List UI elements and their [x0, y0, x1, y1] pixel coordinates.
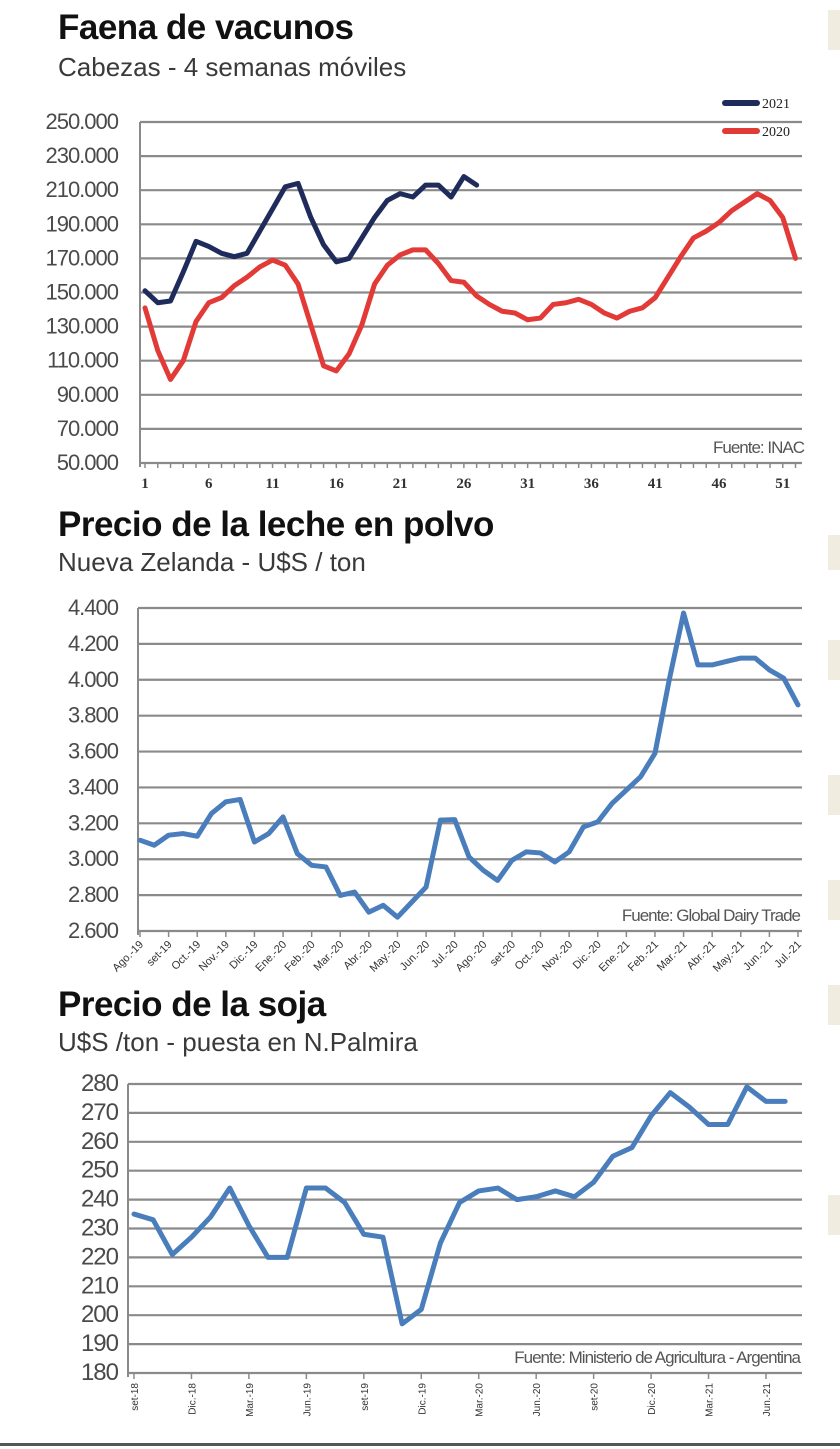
y-tick-label: 50.000 — [57, 450, 119, 475]
x-tick-label: Nov.-20 — [540, 939, 575, 974]
x-tick-label: Jun.-20 — [398, 939, 432, 973]
x-tick-label: Dic.-18 — [187, 1383, 198, 1415]
x-tick-label: set-19 — [360, 1383, 371, 1411]
chart1-title: Faena de vacunos — [58, 8, 354, 47]
y-tick-label: 3.200 — [68, 810, 119, 835]
x-tick-label: Ene.-21 — [597, 939, 633, 975]
y-tick-label: 110.000 — [47, 348, 119, 373]
y-tick-label: 230 — [81, 1215, 119, 1242]
y-tick-label: 150.000 — [45, 280, 118, 305]
x-tick-label: Ene.-20 — [253, 939, 289, 975]
x-tick-label: Mar.-20 — [475, 1383, 486, 1417]
series-line-2021 — [142, 174, 480, 306]
y-tick-label: 210.000 — [45, 177, 118, 202]
x-tick-label: Mar.-20 — [312, 939, 347, 974]
x-tick-label: Mar.-21 — [705, 1383, 716, 1417]
x-tick-label: 41 — [648, 476, 663, 492]
x-tick-label: Dic.-19 — [417, 1383, 428, 1415]
y-tick-label: 3.000 — [68, 846, 119, 871]
y-tick-label: 3.600 — [68, 739, 119, 764]
y-tick-label: 130.000 — [45, 314, 118, 339]
side-decoration — [828, 640, 840, 680]
y-tick-label: 180 — [81, 1359, 119, 1386]
y-tick-label: 3.800 — [68, 703, 119, 728]
chart3-subtitle: U$S /ton - puesta en N.Palmira — [58, 1027, 418, 1057]
x-tick-label: Dic.-20 — [647, 1383, 658, 1415]
side-decoration — [828, 1195, 840, 1235]
x-tick-label: 26 — [456, 476, 472, 492]
x-tick-label: Ago.-19 — [110, 939, 146, 975]
x-tick-label: Jul.-21 — [772, 939, 804, 971]
y-tick-label: 200 — [81, 1301, 119, 1328]
chart1-subtitle: Cabezas - 4 semanas móviles — [58, 52, 407, 82]
y-tick-label: 230.000 — [45, 143, 118, 168]
x-tick-label: Feb.-20 — [282, 939, 317, 974]
x-tick-label: Feb.-21 — [626, 939, 661, 974]
x-tick-label: set-20 — [590, 1383, 601, 1411]
x-tick-label: 36 — [584, 476, 600, 492]
chart2-title: Precio de la leche en polvo — [58, 505, 494, 544]
y-tick-label: 250.000 — [45, 109, 118, 134]
y-tick-label: 90.000 — [57, 382, 119, 407]
x-tick-label: 51 — [775, 476, 790, 492]
x-tick-label: set-18 — [130, 1383, 141, 1411]
y-tick-label: 4.200 — [68, 631, 119, 656]
x-tick-label: 6 — [205, 476, 213, 492]
x-tick-label: 21 — [393, 476, 408, 492]
x-tick-label: Jun.-20 — [532, 1383, 543, 1417]
x-tick-label: May.-20 — [368, 939, 404, 975]
x-tick-label: Mar.-21 — [655, 939, 690, 974]
legend-label-2021: 2021 — [762, 97, 790, 112]
y-tick-label: 220 — [81, 1243, 119, 1270]
y-tick-label: 240 — [81, 1186, 119, 1213]
legend-label-2020: 2020 — [762, 125, 790, 140]
series-line — [137, 610, 801, 920]
x-tick-label: Ago.-20 — [454, 939, 490, 975]
side-decoration — [828, 775, 840, 815]
x-tick-label: 1 — [141, 476, 149, 492]
x-tick-label: 31 — [520, 476, 535, 492]
x-tick-label: Nov.-19 — [197, 939, 232, 974]
y-tick-label: 260 — [81, 1128, 119, 1155]
x-tick-label: 11 — [265, 476, 279, 492]
x-tick-label: Jun.-21 — [762, 1383, 773, 1417]
chart2-subtitle: Nueva Zelanda - U$S / ton — [58, 547, 366, 577]
x-tick-label: Jun.-21 — [741, 939, 775, 973]
source-note: Fuente: Ministerio de Agricultura - Arge… — [514, 1348, 801, 1367]
chart3-title: Precio de la soja — [58, 985, 326, 1024]
y-tick-label: 210 — [81, 1272, 119, 1299]
y-tick-label: 270 — [81, 1099, 119, 1126]
y-tick-label: 2.800 — [68, 882, 119, 907]
x-tick-label: May.-21 — [711, 939, 747, 975]
y-tick-label: 250 — [81, 1157, 119, 1184]
y-tick-label: 2.600 — [68, 918, 119, 943]
y-tick-label: 190 — [81, 1330, 119, 1357]
side-decoration — [828, 880, 840, 920]
y-tick-label: 280 — [81, 1070, 119, 1097]
x-tick-label: Mar.-19 — [245, 1383, 256, 1417]
x-tick-label: Jun.-19 — [302, 1383, 313, 1417]
y-tick-label: 4.400 — [68, 595, 119, 620]
side-decoration — [828, 10, 840, 50]
side-decoration — [828, 535, 840, 570]
y-tick-label: 4.000 — [68, 667, 119, 692]
source-note: Fuente: INAC — [713, 438, 805, 457]
y-tick-label: 190.000 — [45, 211, 118, 236]
bottom-divider — [0, 1443, 840, 1446]
y-tick-label: 170.000 — [45, 245, 118, 270]
y-tick-label: 3.400 — [68, 774, 119, 799]
x-tick-label: 46 — [711, 476, 727, 492]
side-decoration — [828, 985, 840, 1025]
series-line-2020 — [142, 191, 798, 382]
series-line — [131, 1084, 788, 1327]
y-tick-label: 70.000 — [57, 416, 119, 441]
x-tick-label: 16 — [329, 476, 345, 492]
source-note: Fuente: Global Dairy Trade — [622, 906, 801, 925]
